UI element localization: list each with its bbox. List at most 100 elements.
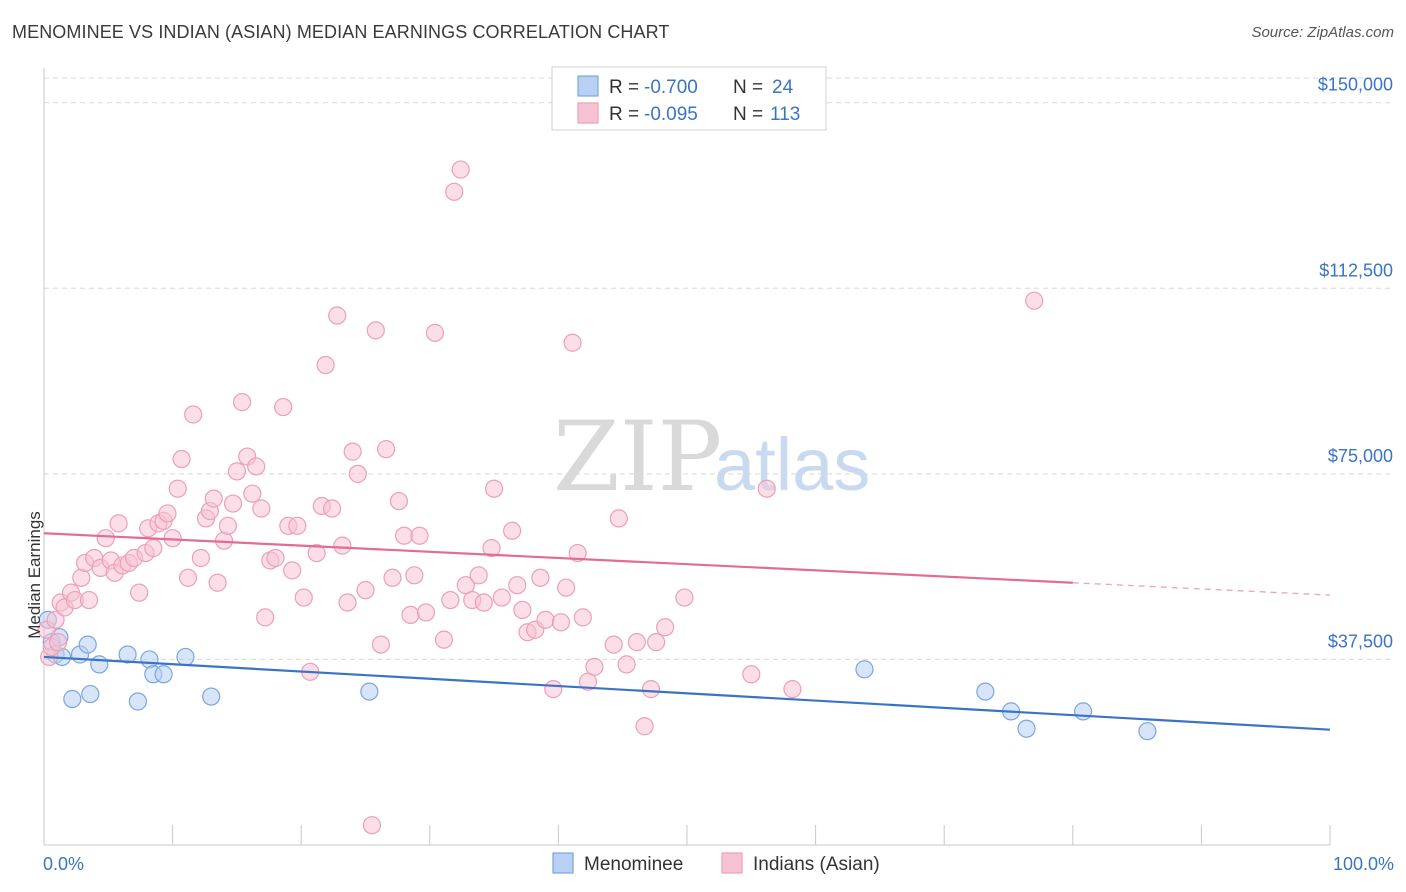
point-menominee-8 (81, 684, 100, 704)
point-menominee-16 (202, 687, 221, 706)
point-menominee-12 (140, 650, 159, 669)
point-menominee-5 (63, 689, 82, 709)
point-indians-asian-46 (252, 499, 271, 518)
point-indians-asian-45 (247, 457, 266, 476)
y-tick-label-1: $75,000 (1328, 446, 1393, 466)
legend-bottom-label-menominee: Menominee (584, 854, 683, 875)
x-tick-label-left: 0.0% (43, 854, 84, 874)
trend-line-indians-asian (43, 532, 1073, 584)
point-indians-asian-103 (585, 657, 604, 676)
point-indians-asian-4 (49, 633, 68, 652)
point-indians-asian-109 (641, 680, 661, 699)
legend-n-label-menominee: N = (733, 77, 763, 98)
trend-lines (43, 532, 1331, 731)
point-indians-asian-58 (316, 355, 335, 375)
chart-title: MENOMINEE VS INDIAN (ASIAN) MEDIAN EARNI… (12, 22, 670, 42)
point-indians-asian-86 (482, 538, 501, 558)
y-tick-labels: $37,500 $75,000 $112,500 $150,000 (1318, 75, 1393, 652)
point-indians-asian-9 (72, 568, 91, 587)
y-tick-label-3: $150,000 (1318, 75, 1393, 95)
watermark-atlas: atlas (714, 423, 870, 506)
point-indians-asian-115 (783, 680, 802, 699)
point-indians-asian-41 (227, 462, 246, 481)
point-indians-asian-89 (503, 521, 522, 540)
point-indians-asian-114 (757, 479, 776, 498)
point-indians-asian-36 (204, 489, 223, 508)
point-indians-asian-40 (223, 494, 243, 513)
legend-swatch-menominee (577, 75, 599, 97)
point-indians-asian-95 (536, 610, 555, 629)
point-indians-asian-60 (328, 306, 347, 325)
point-indians-asian-67 (366, 321, 385, 340)
point-indians-asian-31 (178, 568, 198, 587)
legend-swatch-indians-asian (577, 102, 599, 124)
point-indians-asian-14 (96, 529, 115, 548)
point-indians-asian-76 (416, 603, 436, 622)
point-indians-asian-64 (348, 464, 367, 483)
legend-stats: R = -0.700 N = 24 R = -0.095 N = 113 (551, 66, 827, 131)
point-indians-asian-62 (338, 593, 357, 612)
point-indians-asian-81 (451, 160, 470, 179)
y-tick-label-0: $37,500 (1328, 631, 1393, 651)
point-indians-asian-49 (266, 548, 285, 568)
legend-bottom-swatch-indians-asian (721, 852, 743, 874)
point-indians-asian-3 (46, 610, 65, 629)
point-indians-asian-44 (243, 484, 262, 503)
point-indians-asian-17 (109, 514, 128, 533)
point-indians-asian-110 (647, 633, 666, 652)
legend-n-label-indians-asian: N = (733, 104, 763, 125)
point-indians-asian-96 (544, 680, 563, 699)
point-indians-asian-85 (474, 593, 493, 612)
point-indians-asian-30 (172, 449, 191, 469)
point-indians-asian-47 (256, 608, 275, 627)
point-indians-asian-104 (604, 635, 623, 654)
point-menominee-19 (976, 682, 995, 701)
legend-r-value-indians-asian: -0.095 (644, 104, 698, 125)
point-indians-asian-24 (144, 538, 163, 558)
point-indians-asian-100 (568, 543, 587, 563)
grid-lines (44, 77, 1394, 660)
point-indians-asian-37 (208, 573, 227, 592)
x-tick-label-right: 100.0% (1333, 854, 1394, 874)
point-menominee-10 (118, 645, 137, 664)
watermark: ZIP atlas (553, 401, 870, 513)
point-menominee-17 (360, 682, 379, 701)
legend-bottom-label-indians-asian: Indians (Asian) (753, 854, 880, 875)
point-indians-asian-105 (609, 509, 628, 528)
point-indians-asian-116 (1025, 291, 1044, 310)
point-indians-asian-84 (469, 566, 488, 585)
point-menominee-9 (90, 655, 109, 674)
point-indians-asian-42 (232, 393, 252, 412)
point-indians-asian-21 (130, 583, 149, 602)
point-indians-asian-68 (371, 635, 391, 654)
point-indians-asian-27 (158, 504, 177, 523)
point-menominee-7 (78, 635, 97, 654)
point-indians-asian-11 (79, 590, 99, 610)
trend-line-menominee (43, 655, 1331, 731)
point-indians-asian-59 (322, 499, 342, 518)
data-points (37, 160, 1157, 835)
point-indians-asian-79 (441, 590, 460, 610)
point-indians-asian-29 (168, 479, 187, 498)
point-indians-asian-94 (531, 568, 550, 587)
point-indians-asian-87 (485, 479, 504, 498)
point-indians-asian-113 (742, 665, 761, 684)
point-indians-asian-88 (492, 588, 511, 607)
point-indians-asian-74 (405, 566, 424, 585)
source-label: Source: ZipAtlas.com (1251, 24, 1394, 41)
point-indians-asian-66 (362, 816, 382, 835)
point-indians-asian-77 (425, 323, 445, 342)
point-indians-asian-70 (383, 568, 402, 587)
legend-n-value-menominee: 24 (772, 77, 794, 98)
point-indians-asian-72 (394, 526, 414, 545)
point-indians-asian-108 (635, 717, 654, 736)
watermark-zip: ZIP (553, 401, 722, 513)
point-indians-asian-56 (307, 543, 326, 563)
point-indians-asian-80 (445, 182, 464, 201)
point-indians-asian-106 (617, 655, 636, 674)
point-indians-asian-32 (184, 405, 203, 424)
legend-series: Menominee Indians (Asian) (552, 852, 880, 875)
point-indians-asian-78 (434, 630, 454, 649)
point-indians-asian-33 (191, 548, 210, 568)
